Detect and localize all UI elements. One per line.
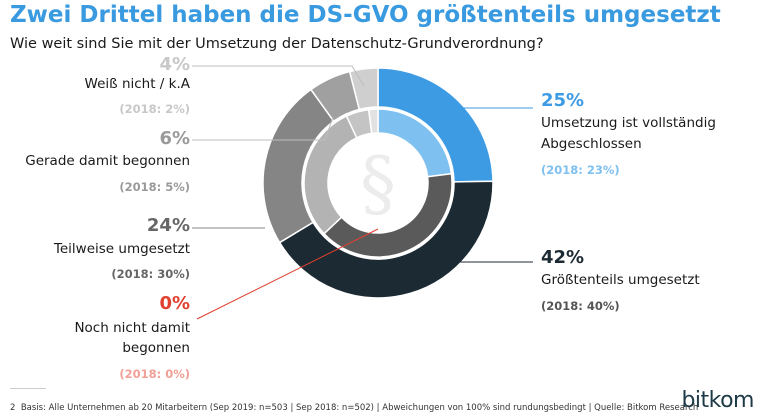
label-text-groesstenteils: Größtenteils umgesetzt: [541, 272, 700, 288]
leader-nochnicht: [196, 228, 379, 320]
leader-gerade: [192, 116, 334, 141]
footer-divider: [10, 388, 46, 389]
label-prev-gerade: (2018: 5%): [119, 180, 190, 194]
chart-subtitle: Wie weit sind Sie mit der Umsetzung der …: [10, 36, 544, 52]
label-prev-teilweise: (2018: 30%): [111, 267, 190, 281]
label-pct-weiss: 4%: [159, 54, 190, 75]
label-prev-nochnicht: (2018: 0%): [119, 367, 190, 381]
label-prev-weiss: (2018: 2%): [119, 102, 190, 116]
bitkom-logo: bitkom: [681, 388, 754, 413]
footnote-marker: 2: [10, 403, 16, 413]
leader-weiss: [192, 65, 365, 87]
label-text-weiss: Weiß nicht / k.A: [84, 76, 190, 92]
label-prev-groesstenteils: (2018: 40%): [541, 299, 620, 313]
ring-2018-segment-weiss: [367, 108, 379, 135]
paragraph-icon: §: [360, 141, 396, 225]
label-pct-gerade: 6%: [159, 128, 190, 149]
label-text-teilweise: Teilweise umgesetzt: [53, 241, 190, 257]
ring-2019-segment-groesstenteils: [278, 180, 494, 299]
label-text-nochnicht-1: Noch nicht damit: [74, 320, 190, 336]
label-pct-groesstenteils: 42%: [541, 247, 585, 268]
footer-source: 2 Basis: Alle Unternehmen ab 20 Mitarbei…: [10, 403, 698, 413]
label-prev-vollstaendig: (2018: 23%): [541, 163, 620, 177]
label-text-gerade: Gerade damit begonnen: [25, 153, 190, 169]
label-text-nochnicht-2: begonnen: [122, 340, 190, 356]
chart-title: Zwei Drittel haben die DS-GVO größtentei…: [10, 2, 721, 28]
label-text-vollstaendig-2: Abgeschlossen: [541, 136, 642, 152]
label-pct-nochnicht: 0%: [159, 293, 190, 314]
label-text-vollstaendig-1: Umsetzung ist vollständig: [541, 115, 716, 131]
label-pct-teilweise: 24%: [146, 215, 190, 236]
footer-text: Basis: Alle Unternehmen ab 20 Mitarbeite…: [20, 403, 699, 413]
ring-2019-segment-weiss: [348, 67, 379, 111]
label-pct-vollstaendig: 25%: [541, 90, 585, 111]
